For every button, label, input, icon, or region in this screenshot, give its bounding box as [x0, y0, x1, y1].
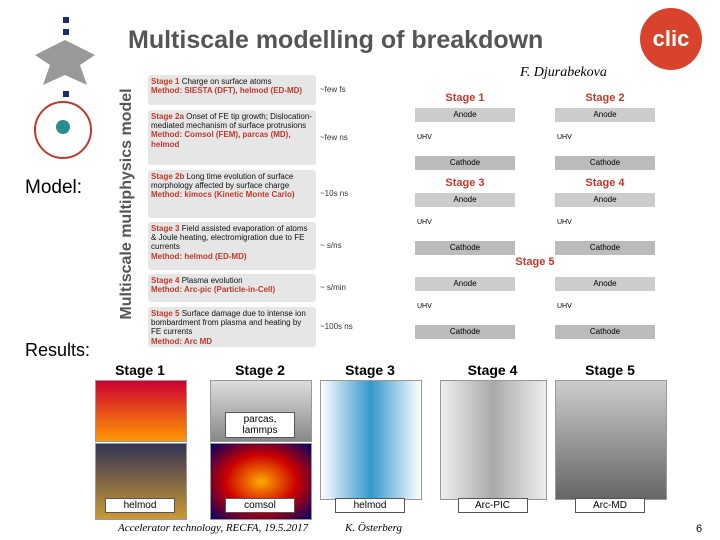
anode: Anode [555, 193, 655, 207]
stage-box: Stage 1 Charge on surface atoms Method: S… [148, 75, 316, 105]
stage-box: Stage 5 Surface damage due to intense io… [148, 307, 316, 347]
stage-head: Stage 1 [151, 77, 182, 86]
result-image [320, 380, 422, 500]
stage-time: ~ s/ns [320, 241, 342, 250]
cathode: Cathode [555, 241, 655, 255]
uhv-label: UHV [557, 134, 572, 141]
anode: Anode [555, 277, 655, 291]
footer-event: Accelerator technology, RECFA, 19.5.2017 [118, 522, 309, 534]
cathode: Cathode [415, 156, 515, 170]
stage-head: Stage 2a [151, 112, 187, 121]
uhv-label: UHV [557, 219, 572, 226]
stage-box: Stage 2b Long time evolution of surface … [148, 170, 316, 218]
result-title: Stage 4 [467, 362, 518, 378]
anode: Anode [415, 277, 515, 291]
stage-head: Stage 3 [151, 224, 182, 233]
stage-time: ~ s/min [320, 283, 347, 292]
stage-box: Stage 4 Plasma evolution Method: Arc-pic … [148, 274, 316, 302]
title: Multiscale modelling of breakdown [128, 26, 544, 54]
model-label: Model: [25, 177, 83, 198]
tool-label: helmod [335, 498, 405, 513]
stage-method: Method: kimocs (Kinetic Monte Carlo) [151, 190, 295, 200]
cathode: Cathode [415, 325, 515, 339]
result-image [440, 380, 547, 500]
electrode-panel: Anode Cathode UHV [415, 193, 515, 255]
result-title: Stage 1 [115, 362, 165, 378]
uhv-label: UHV [417, 134, 432, 141]
anode: Anode [415, 193, 515, 207]
stage-text: Plasma evolution [181, 276, 243, 285]
stage-text: Field assisted evaporation of atoms & Jo… [151, 224, 308, 252]
panel-title: Stage 4 [585, 177, 625, 189]
cathode: Cathode [415, 241, 515, 255]
result-title: Stage 3 [345, 362, 395, 378]
results-label: Results: [25, 340, 91, 360]
result-image [95, 380, 187, 442]
result-title: Stage 2 [235, 362, 285, 378]
electrode-panel: Anode Cathode UHV [555, 108, 655, 170]
electrode-panel: Anode Cathode UHV [415, 108, 515, 170]
stage-method: Method: Arc-pic (Particle-in-Cell) [151, 285, 276, 295]
electrode-panel: Anode Cathode UHV [555, 277, 655, 339]
tool-label: comsol [225, 498, 295, 513]
result-title: Stage 5 [585, 362, 635, 378]
stage-text: Surface damage due to intense ion bombar… [151, 309, 306, 337]
stage-head: Stage 4 [151, 276, 182, 285]
tool-label: Arc-PIC [457, 498, 528, 513]
result-image [555, 380, 667, 500]
uhv-label: UHV [417, 303, 432, 310]
tool-label: parcas, lammps [225, 412, 295, 438]
electrode-panel: Anode Cathode UHV [555, 193, 655, 255]
cathode: Cathode [555, 156, 655, 170]
stage-head: Stage 5 [151, 309, 182, 318]
stage-head: Stage 2b [151, 172, 187, 181]
panel-title: Stage 5 [515, 256, 555, 268]
uhv-label: UHV [557, 303, 572, 310]
result-image [210, 443, 312, 520]
stage-text: Onset of FE tip growth; Dislocation-medi… [151, 112, 312, 131]
stage-method: Method: Comsol (FEM), parcas (MD), helmo… [151, 130, 291, 149]
uhv-label: UHV [417, 219, 432, 226]
university-logo [34, 17, 95, 159]
stage-method: Method: SIESTA (DFT), helmod (ED-MD) [151, 86, 303, 96]
tool-label: Arc-MD [575, 498, 645, 513]
electrode-panel: Anode Cathode UHV [415, 277, 515, 339]
stage-text: Long time evolution of surface morpholog… [151, 172, 294, 191]
panel-title: Stage 2 [585, 92, 625, 104]
panel-title: Stage 1 [445, 92, 485, 104]
stage-time: ~few ns [320, 132, 348, 142]
stage-time: ~few fs [320, 85, 346, 94]
stage-time: ~10s ns [320, 189, 349, 198]
anode: Anode [415, 108, 515, 122]
side-label: Multiscale multiphysics model [118, 88, 135, 320]
panel-title: Stage 3 [445, 177, 485, 189]
tool-label: helmod [105, 498, 175, 513]
stage-text: Charge on surface atoms [181, 77, 272, 86]
page-number: 6 [696, 523, 703, 535]
stage-method: Method: Arc MD [151, 336, 213, 346]
logo: clic [640, 8, 702, 70]
stage-box: Stage 2a Onset of FE tip growth; Disloca… [148, 110, 316, 165]
cathode: Cathode [555, 325, 655, 339]
anode: Anode [555, 108, 655, 122]
stage-method: Method: helmod (ED-MD) [151, 251, 247, 261]
footer-speaker: K. Österberg [345, 522, 403, 534]
stage-box: Stage 3 Field assisted evaporation of at… [148, 222, 316, 270]
stage-time: ~100s ns [320, 322, 353, 331]
author: F. Djurabekova [520, 65, 607, 80]
